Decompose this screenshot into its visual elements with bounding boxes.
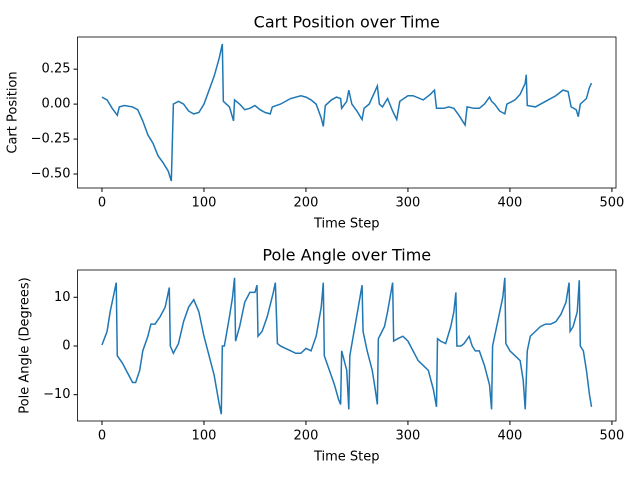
axes-frame bbox=[77, 36, 617, 189]
x-tick-label: 200 bbox=[294, 429, 319, 444]
y-tick-label: 0 bbox=[62, 338, 70, 353]
y-tick-label: −0.50 bbox=[31, 167, 71, 182]
y-axis-label: Pole Angle (Degrees) bbox=[18, 277, 33, 413]
x-axis-label: Time Step bbox=[313, 217, 380, 232]
x-tick-label: 400 bbox=[498, 429, 523, 444]
y-tick-label: −10 bbox=[43, 387, 70, 402]
y-tick-label: 0.00 bbox=[42, 97, 71, 112]
chart-title: Cart Position over Time bbox=[254, 13, 440, 32]
data-line bbox=[101, 43, 593, 182]
chart-title: Pole Angle over Time bbox=[262, 246, 431, 265]
data-line bbox=[101, 277, 593, 415]
x-tick-label: 100 bbox=[192, 429, 217, 444]
y-axis-label: Cart Position bbox=[6, 71, 21, 153]
x-axis-label: Time Step bbox=[313, 450, 380, 465]
x-tick-label: 500 bbox=[600, 429, 625, 444]
x-tick-label: 0 bbox=[98, 196, 106, 211]
x-tick-label: 300 bbox=[396, 429, 421, 444]
x-tick-label: 500 bbox=[600, 196, 625, 211]
y-tick-label: 10 bbox=[54, 290, 71, 305]
x-tick-label: 200 bbox=[294, 196, 319, 211]
axes-frame bbox=[77, 269, 617, 422]
x-tick-label: 0 bbox=[98, 429, 106, 444]
x-tick-label: 300 bbox=[396, 196, 421, 211]
x-tick-label: 100 bbox=[192, 196, 217, 211]
x-tick-label: 400 bbox=[498, 196, 523, 211]
y-tick-label: 0.25 bbox=[42, 62, 71, 77]
y-tick-label: −0.25 bbox=[31, 132, 71, 147]
